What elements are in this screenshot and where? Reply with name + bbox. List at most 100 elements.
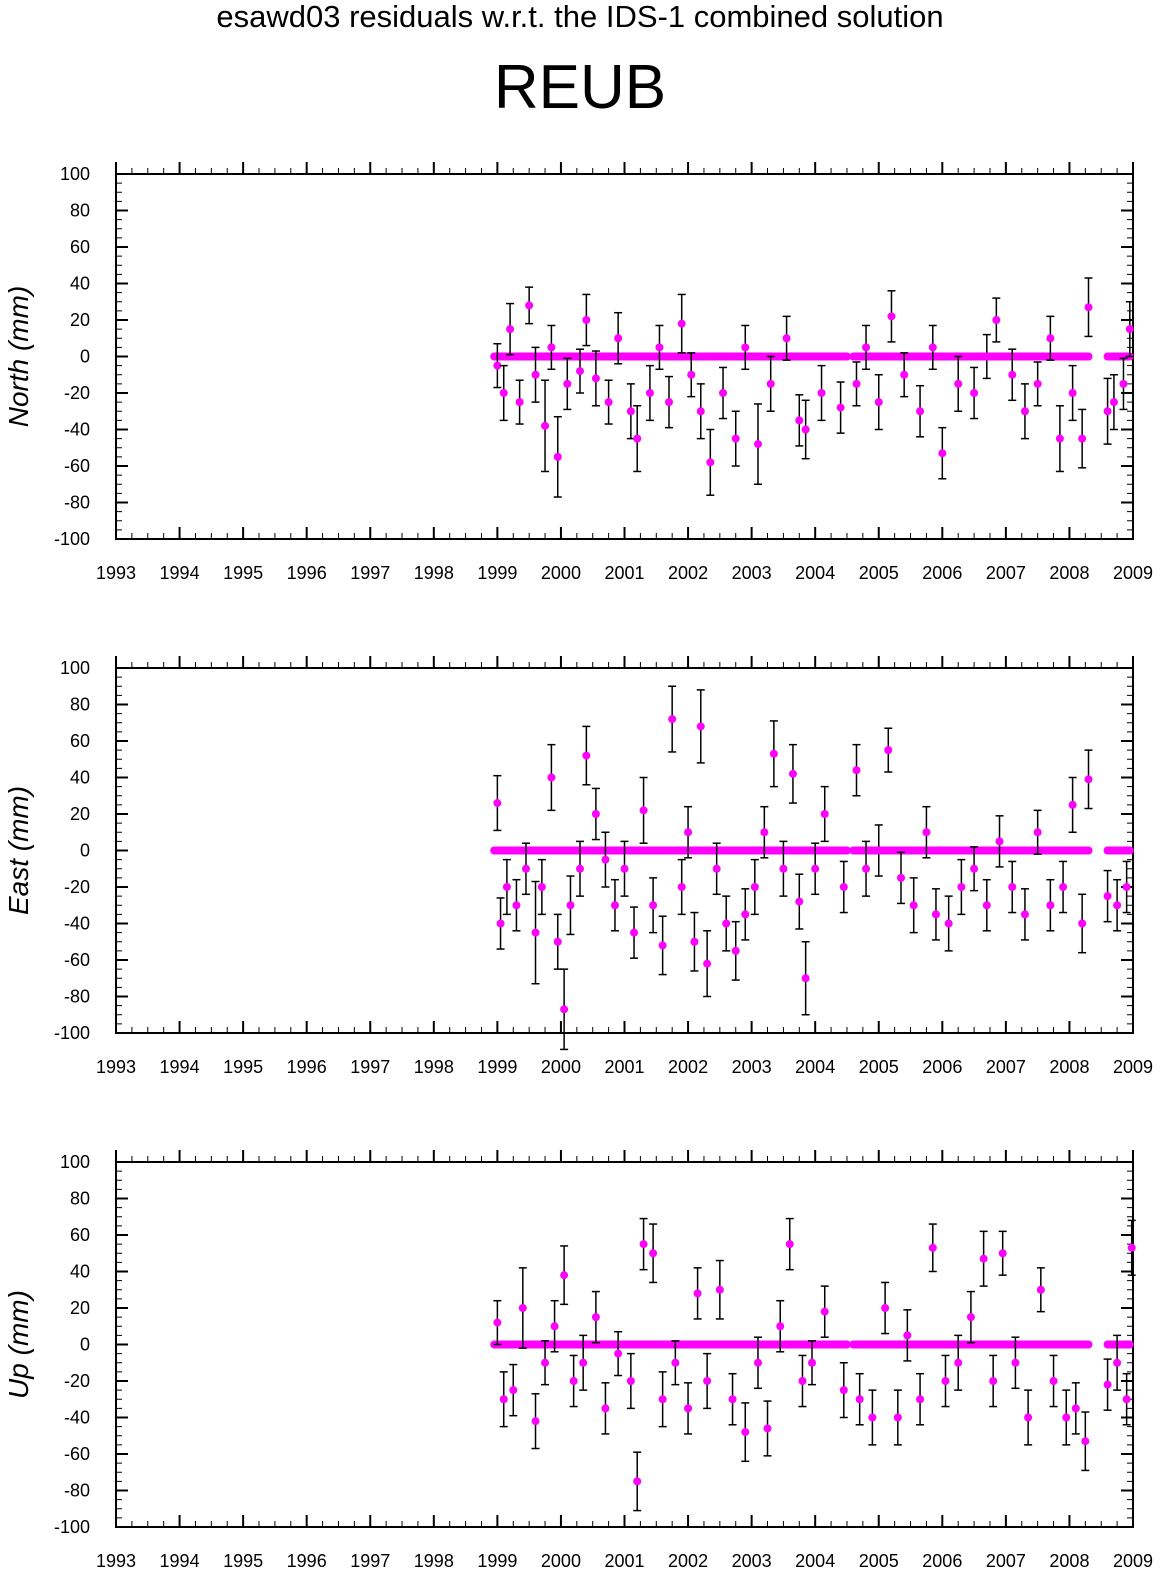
y-axis-label: East (mm)	[3, 786, 34, 915]
y-tick-label: -80	[64, 1481, 90, 1501]
data-point	[547, 343, 556, 352]
data-point	[795, 416, 804, 425]
x-tick-label: 1998	[414, 563, 454, 583]
data-point	[620, 864, 629, 873]
data-point	[785, 1240, 794, 1249]
data-point	[518, 1304, 527, 1312]
data-point	[874, 398, 883, 407]
x-tick-label: 1993	[96, 1551, 136, 1571]
data-point	[1122, 1395, 1131, 1404]
data-point	[998, 1249, 1007, 1258]
data-point	[604, 398, 613, 407]
data-point	[645, 389, 654, 397]
data-point	[820, 1307, 829, 1316]
data-point	[509, 1386, 518, 1395]
x-tick-label: 2003	[732, 563, 772, 583]
data-point	[788, 769, 797, 778]
data-point	[766, 379, 775, 388]
data-point	[900, 370, 909, 379]
data-point	[1033, 379, 1042, 388]
y-tick-label: 20	[70, 804, 90, 824]
data-point	[582, 751, 591, 760]
data-point	[677, 883, 686, 891]
data-point	[553, 937, 562, 946]
data-point	[957, 883, 966, 891]
x-tick-label: 2004	[795, 1551, 835, 1571]
data-point	[496, 919, 505, 928]
data-point	[808, 1358, 817, 1367]
data-point	[502, 883, 511, 891]
data-point	[896, 873, 905, 882]
x-tick-label: 2006	[922, 1057, 962, 1077]
data-point	[795, 897, 804, 906]
panel-east: 1993 1994 1995 1996 1997 1998 1999 2000 2001 2002…	[3, 656, 1153, 1077]
data-point	[1020, 407, 1029, 416]
data-point	[719, 389, 728, 397]
data-point	[601, 1404, 610, 1413]
y-axis-label: North (mm)	[3, 286, 34, 428]
data-point	[741, 910, 750, 919]
data-point	[769, 749, 778, 758]
data-point	[970, 864, 979, 873]
data-point	[633, 1477, 642, 1486]
y-tick-label: 40	[70, 274, 90, 294]
data-point	[862, 864, 871, 873]
data-point	[633, 434, 642, 443]
data-point	[576, 864, 585, 873]
y-tick-label: 0	[80, 841, 90, 861]
data-point	[938, 449, 947, 458]
data-point	[1008, 370, 1017, 379]
data-point	[706, 458, 715, 467]
y-tick-label: -80	[64, 987, 90, 1007]
data-point	[741, 343, 750, 352]
data-point	[684, 828, 693, 837]
data-point	[639, 1240, 648, 1249]
data-point	[1011, 1358, 1020, 1367]
x-tick-label: 2008	[1049, 563, 1089, 583]
data-point	[601, 855, 610, 864]
data-point	[499, 1395, 508, 1404]
data-point	[493, 1318, 502, 1327]
data-point	[941, 1377, 950, 1385]
data-point	[995, 837, 1004, 846]
x-tick-label: 2009	[1113, 563, 1153, 583]
y-tick-label: -40	[64, 420, 90, 440]
x-tick-label: 2000	[541, 1551, 581, 1571]
x-tick-label: 1997	[350, 563, 390, 583]
data-point	[836, 403, 845, 412]
data-point	[954, 379, 963, 388]
data-point	[881, 1304, 890, 1312]
data-point	[753, 1358, 762, 1367]
x-tick-label: 2008	[1049, 1551, 1089, 1571]
data-point	[626, 1377, 635, 1385]
data-point	[521, 864, 530, 873]
data-point	[1062, 1413, 1071, 1422]
x-tick-label: 2005	[859, 1551, 899, 1571]
data-point	[630, 928, 639, 937]
y-tick-label: -100	[54, 529, 90, 549]
y-axis-label: Up (mm)	[3, 1290, 34, 1399]
x-tick-label: 1995	[223, 1551, 263, 1571]
data-point	[916, 407, 925, 416]
x-tick-label: 2001	[604, 1551, 644, 1571]
data-point	[531, 370, 540, 379]
data-point	[560, 1271, 569, 1280]
data-point	[1078, 919, 1087, 928]
x-tick-label: 2007	[986, 1551, 1026, 1571]
data-point	[1068, 800, 1077, 809]
data-point	[970, 389, 979, 397]
data-point	[989, 1377, 998, 1385]
panel-up: 1993 1994 1995 1996 1997 1998 1999 2000 2001 2002…	[3, 1150, 1153, 1571]
data-point	[1055, 434, 1064, 443]
data-point	[922, 828, 931, 837]
data-point	[1084, 775, 1093, 784]
data-point	[1020, 910, 1029, 919]
data-point	[782, 334, 791, 343]
x-tick-label: 1999	[477, 563, 517, 583]
data-point	[690, 937, 699, 946]
data-point	[928, 343, 937, 352]
data-point	[1103, 892, 1112, 901]
data-point	[493, 799, 502, 808]
y-tick-label: 40	[70, 1262, 90, 1282]
data-point	[1109, 398, 1118, 407]
